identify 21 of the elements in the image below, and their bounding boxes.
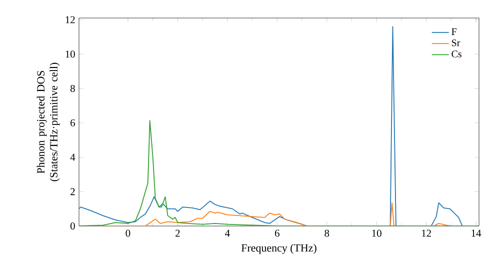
x-axis-title: Frequency (THz) [241, 244, 316, 254]
x-tick-label: 4 [225, 230, 230, 237]
legend-label: F [452, 28, 456, 35]
line-series [79, 120, 480, 226]
x-tick-label: 8 [324, 230, 330, 237]
legend-label: Cs [452, 50, 462, 58]
x-tick-label: 0 [126, 230, 130, 237]
y-tick-label: 12 [66, 16, 75, 24]
y-tick-label: 2 [70, 188, 75, 196]
x-tick-label: 6 [274, 230, 280, 237]
x-tick-label: 2 [176, 230, 180, 237]
legend-label: Sr [452, 40, 460, 46]
y-tick-label: 8 [70, 84, 75, 92]
y-axis-title: Phonon projected DOS (States/THz·primitive cell) [36, 62, 60, 182]
y-tick-label: 0 [70, 222, 75, 230]
x-tick-label: 12 [422, 230, 431, 237]
y-tick-label: 6 [70, 119, 76, 126]
x-tick-label: 14 [472, 230, 482, 237]
x-tick-label: 10 [372, 230, 382, 237]
y-tick-label: 4 [70, 154, 76, 161]
y-tick-label: 10 [66, 50, 75, 58]
